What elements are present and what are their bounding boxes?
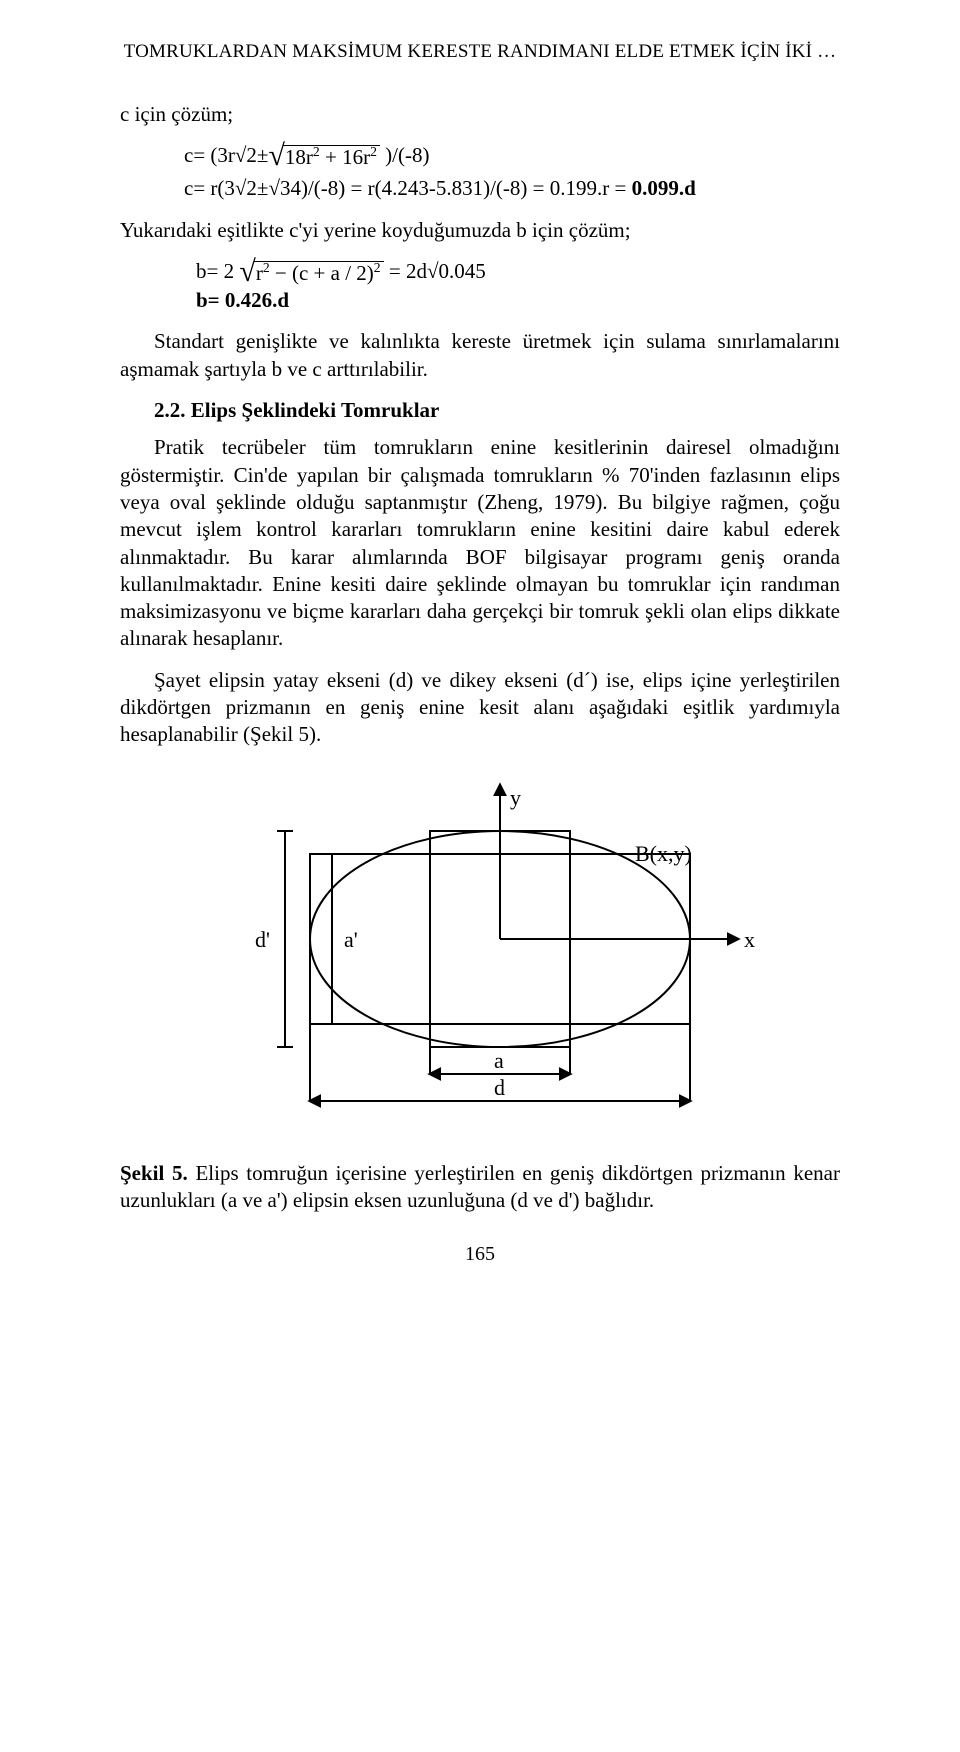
figure-5-svg: y B(x,y) d' a' x ad [200, 779, 760, 1129]
section-2-2-title: 2.2. Elips Şeklindeki Tomruklar [154, 397, 840, 424]
para-standart: Standart genişlikte ve kalınlıkta kerest… [120, 328, 840, 383]
equation-c1: c= (3r√2±√18r2 + 16r2 )/(-8) [184, 142, 840, 169]
para-sayet: Şayet elipsin yatay ekseni (d) ve dikey … [120, 667, 840, 749]
eq-c1-rad-a: 18r [285, 145, 313, 169]
page-number: 165 [120, 1241, 840, 1267]
eq-c1-tail: )/(-8) [380, 143, 430, 167]
equation-b2: b= 0.426.d [196, 287, 840, 314]
sqrt-icon: √18r2 + 16r2 [268, 145, 379, 169]
eq-c1-lead: c= (3r√2± [184, 143, 268, 167]
svg-text:d: d [494, 1075, 505, 1100]
eq-b1-rad-b: − (c + a / 2) [270, 261, 374, 285]
eq-b1-lead: b= 2 [196, 259, 234, 283]
caption-text: Elips tomruğun içerisine yerleştirilen e… [120, 1161, 840, 1212]
solve-c-intro: c için çözüm; [120, 101, 840, 128]
svg-text:x: x [744, 927, 755, 952]
svg-text:a': a' [344, 927, 358, 952]
page: TOMRUKLARDAN MAKSİMUM KERESTE RANDIMANI … [0, 0, 960, 1327]
svg-text:B(x,y): B(x,y) [635, 841, 692, 866]
sqrt-icon: √r2 − (c + a / 2)2 [239, 261, 383, 285]
eq-c2-bold: 0.099.d [632, 176, 696, 200]
equation-c2: c= r(3√2±√34)/(-8) = r(4.243-5.831)/(-8)… [184, 175, 840, 202]
caption-lead: Şekil 5. [120, 1161, 188, 1185]
svg-text:y: y [510, 785, 521, 810]
eq-c1-mid: + 16r [320, 145, 370, 169]
eq-c2-text: c= r(3√2±√34)/(-8) = r(4.243-5.831)/(-8)… [184, 176, 632, 200]
eq-b1-tail: = 2d√0.045 [389, 259, 486, 283]
figure-5-caption: Şekil 5. Elips tomruğun içerisine yerleş… [120, 1160, 840, 1215]
running-head: TOMRUKLARDAN MAKSİMUM KERESTE RANDIMANI … [120, 40, 840, 65]
svg-text:a: a [494, 1048, 504, 1073]
solve-b-intro: Yukarıdaki eşitlikte c'yi yerine koyduğu… [120, 217, 840, 244]
svg-text:d': d' [255, 927, 270, 952]
equation-b1: b= 2 √r2 − (c + a / 2)2 = 2d√0.045 [196, 258, 840, 285]
figure-5: y B(x,y) d' a' x ad [120, 779, 840, 1136]
eq-b1-rad-a: r [256, 261, 263, 285]
para-pratik: Pratik tecrübeler tüm tomrukların enine … [120, 434, 840, 652]
